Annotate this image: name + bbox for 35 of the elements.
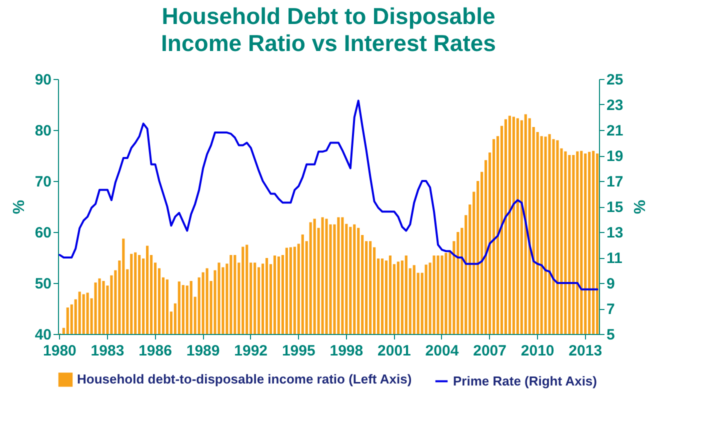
y-tick-label: 40 [34,326,52,344]
x-tick-label: 1998 [330,342,364,360]
y-tick-label: 70 [34,174,52,190]
line-series [58,100,598,290]
x-tick-label: 1995 [282,342,316,360]
y-tick-label: 50 [34,276,52,292]
y2-tick-label: 9 [606,276,615,292]
y2-tick-label: 21 [606,122,624,140]
y2-tick-label: 11 [606,250,622,267]
y2-tick-label: 5 [606,326,615,344]
legend-label: Household debt-to-disposable income ratio (Left Axis) [77,372,412,387]
y-tick-label: 90 [34,72,52,88]
y2-tick-label: 15 [606,199,624,216]
y-tick-label: 80 [34,122,52,140]
x-tick-label: 1980 [43,342,76,360]
x-tick-label: 2010 [520,342,554,360]
x-tick-label: 2004 [425,342,460,360]
legend-label: Prime Rate (Right Axis) [453,373,597,388]
x-tick-label: 1989 [186,342,220,360]
x-tick-label: 1992 [234,342,268,360]
x-tick-label: 2013 [568,342,602,360]
x-tick-label: 2007 [473,342,506,360]
y2-tick-label: 19 [606,148,624,165]
x-tick-label: 1983 [90,342,124,360]
y2-tick-label: 7 [606,301,615,318]
y-tick-label: 60 [34,224,52,242]
x-tick-label: 2001 [378,342,411,360]
y2-axis-title: % [630,200,648,214]
y2-tick-label: 25 [606,72,624,88]
y-axis-title: % [10,200,28,214]
y2-tick-label: 23 [606,97,624,114]
x-tick-label: 1986 [138,342,172,360]
y2-tick-label: 13 [606,224,624,242]
chart-title: Household Debt to Disposable Income Ratio vs Interest Rates [161,3,496,56]
y2-tick-label: 17 [606,174,624,190]
